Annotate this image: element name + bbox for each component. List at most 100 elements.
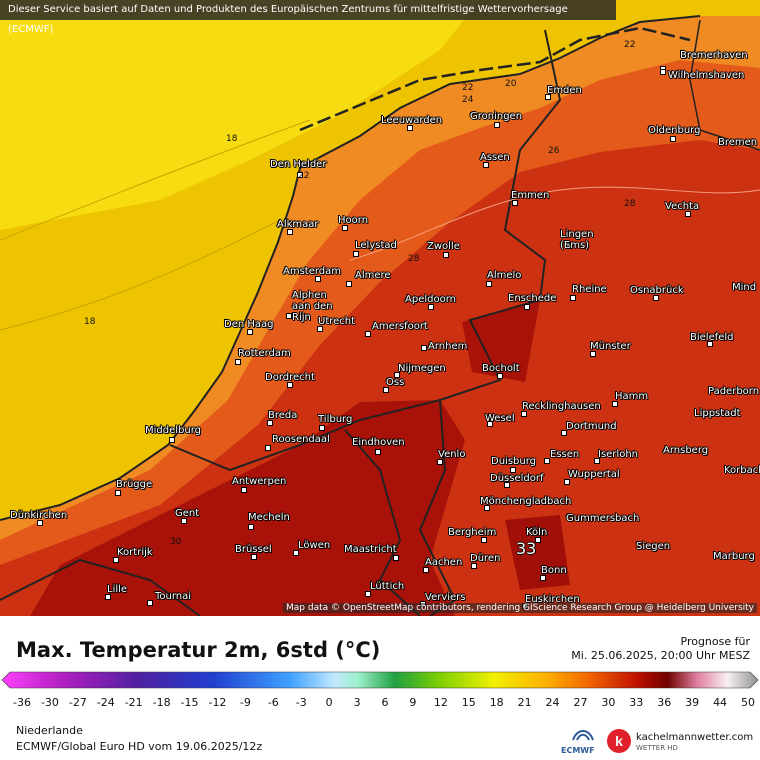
city-marker <box>169 437 175 443</box>
city-marker <box>653 295 659 301</box>
colorbar-tick-label: 24 <box>545 696 560 709</box>
city-marker <box>471 563 477 569</box>
city-marker <box>564 479 570 485</box>
city-marker <box>545 94 551 100</box>
ecmwf-text: ECMWF <box>561 746 595 755</box>
ecmwf-logo <box>572 730 594 741</box>
city-label: Apeldoorn <box>405 294 456 305</box>
city-marker <box>265 445 271 451</box>
city-label: Lelystad <box>355 240 397 251</box>
city-label: Dünkirchen <box>10 510 68 521</box>
city-marker <box>235 359 241 365</box>
city-label: Bremerhaven <box>680 50 748 61</box>
city-label: Siegen <box>636 541 671 552</box>
city-marker <box>287 229 293 235</box>
colorbar-tick-label: -18 <box>152 696 171 709</box>
city-label: Alkmaar <box>277 219 319 230</box>
city-label: Eindhoven <box>352 437 405 448</box>
city-marker <box>483 162 489 168</box>
city-label: Vechta <box>665 201 700 212</box>
city-label: Düsseldorf <box>490 473 544 484</box>
city-label: Oldenburg <box>648 125 701 136</box>
city-marker <box>267 420 273 426</box>
city-label: Enschede <box>508 293 557 304</box>
city-marker <box>247 329 253 335</box>
city-marker <box>293 550 299 556</box>
land-extreme <box>505 515 570 590</box>
city-label: Roosendaal <box>272 434 330 445</box>
colorbar-tick-label: 6 <box>381 696 389 709</box>
city-label: Osnabrück <box>630 285 684 296</box>
city-label: Amsterdam <box>283 266 342 277</box>
city-marker <box>105 594 111 600</box>
isotherm-label: 26 <box>548 146 560 156</box>
city-marker <box>566 243 572 249</box>
city-marker <box>115 490 121 496</box>
colorbar-tick-label: -30 <box>40 696 59 709</box>
city-marker <box>660 69 666 75</box>
city-marker <box>393 555 399 561</box>
city-marker <box>535 537 541 543</box>
city-marker <box>248 524 254 530</box>
forecast-label: Prognose für <box>680 635 751 648</box>
colorbar-tick-label: -24 <box>96 696 115 709</box>
city-label: Bielefeld <box>690 332 734 343</box>
city-marker <box>561 430 567 436</box>
colorbar-bar <box>1 671 759 689</box>
city-label: Alphen aan den Rijn <box>292 290 333 323</box>
title: Max. Temperatur 2m, 6std (°C) <box>16 638 381 662</box>
colorbar-tick-label: 9 <box>409 696 417 709</box>
colorbar-tick-label: 36 <box>657 696 672 709</box>
city-marker <box>685 211 691 217</box>
isotherm-label: 22 <box>462 83 474 93</box>
city-label: Arnhem <box>428 341 468 352</box>
city-marker <box>524 304 530 310</box>
city-marker <box>394 372 400 378</box>
city-label: Wuppertal <box>568 469 620 480</box>
city-marker <box>512 200 518 206</box>
isotherm-label: 28 <box>624 199 636 209</box>
city-marker <box>544 458 550 464</box>
colorbar-tick-label: 18 <box>489 696 504 709</box>
city-marker <box>484 505 490 511</box>
city-marker <box>590 351 596 357</box>
colorbar-tick-label: -27 <box>68 696 87 709</box>
city-marker <box>346 281 352 287</box>
city-marker <box>487 421 493 427</box>
city-label: Wilhelmshaven <box>668 70 745 81</box>
city-label: Aachen <box>425 557 463 568</box>
attribution: Map data © OpenStreetMap contributors, r… <box>283 603 757 613</box>
city-label: Lille <box>107 584 128 595</box>
city-label: Lippstadt <box>694 408 741 419</box>
city-marker <box>423 567 429 573</box>
forecast-time: Mi. 25.06.2025, 20:00 Uhr MESZ <box>571 649 750 662</box>
city-label: Dortmund <box>566 421 617 432</box>
site-logo: k <box>607 729 631 753</box>
isotherm-label: 22 <box>624 40 636 50</box>
colorbar-tick-label: 12 <box>433 696 448 709</box>
city-marker <box>181 518 187 524</box>
city-marker <box>594 458 600 464</box>
colorbar-tick-label: -36 <box>13 696 31 709</box>
city-label: Den Haag <box>224 319 274 330</box>
city-marker <box>147 600 153 606</box>
city-marker <box>113 557 119 563</box>
city-label: Emden <box>547 85 582 96</box>
city-marker <box>37 520 43 526</box>
city-marker <box>317 326 323 332</box>
city-label: Den Helder <box>270 159 327 170</box>
city-marker <box>407 125 413 131</box>
city-marker <box>342 225 348 231</box>
colorbar-tick-label: 30 <box>601 696 616 709</box>
city-label: Bocholt <box>482 363 520 374</box>
city-label: Nijmegen <box>398 363 446 374</box>
city-label: Köln <box>526 527 548 538</box>
isotherm-label: 30 <box>170 537 182 547</box>
colorbar-tick-label: 33 <box>629 696 644 709</box>
city-label: Kortrijk <box>117 547 153 558</box>
isoline <box>349 186 760 261</box>
city-label: Löwen <box>298 540 331 551</box>
city-marker <box>510 467 516 473</box>
city-marker <box>521 411 527 417</box>
city-label: Venlo <box>438 449 466 460</box>
